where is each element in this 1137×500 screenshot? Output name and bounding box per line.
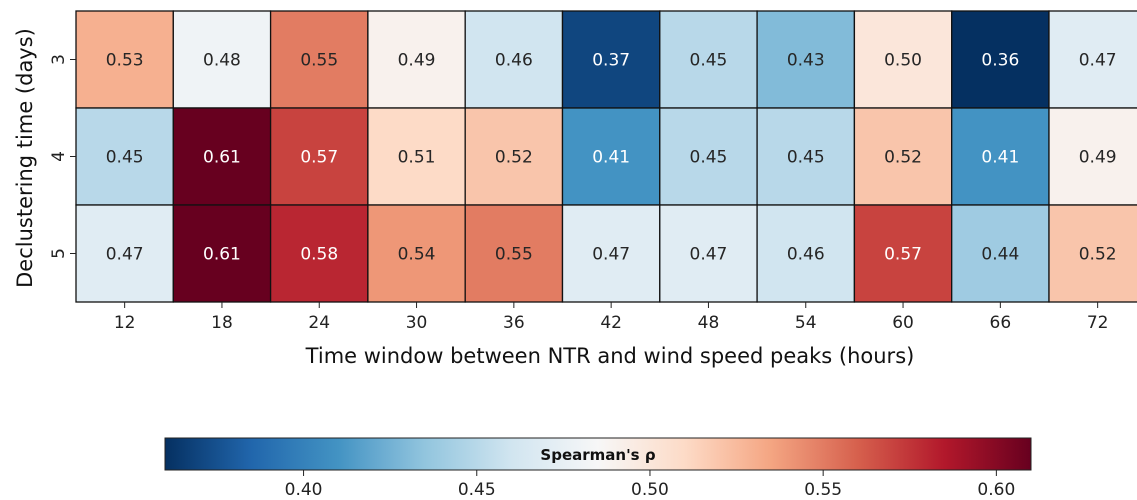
heatmap-cell: [951, 107, 1050, 206]
cell-value-label: 0.45: [106, 148, 144, 168]
x-tick-label: 36: [503, 313, 525, 333]
x-tick-label: 30: [406, 313, 428, 333]
cell-value-label: 0.61: [203, 148, 241, 168]
cell-value-label: 0.46: [787, 245, 825, 265]
cell-value-label: 0.47: [106, 245, 144, 265]
cell-value-label: 0.47: [1079, 51, 1117, 71]
heatmap-cell: [464, 10, 564, 109]
cell-value-label: 0.48: [203, 51, 241, 71]
x-tick-label: 12: [114, 313, 136, 333]
cell-value-label: 0.55: [495, 245, 533, 265]
cell-value-label: 0.37: [592, 51, 630, 71]
cell-value-label: 0.53: [106, 51, 144, 71]
heatmap-cell: [853, 107, 953, 206]
heatmap-cell: [853, 204, 953, 303]
heatmap-cell: [75, 10, 174, 109]
cell-value-label: 0.47: [592, 245, 630, 265]
cell-value-label: 0.46: [495, 51, 533, 71]
colorbar-ticks: 0.40 0.45 0.50 0.55 0.60: [285, 470, 1015, 500]
cell-value-label: 0.58: [300, 245, 338, 265]
cell-value-label: 0.41: [981, 148, 1019, 168]
heatmap-cell: [367, 10, 466, 109]
cell-value-label: 0.44: [981, 245, 1019, 265]
x-tick-label: 48: [698, 313, 720, 333]
cell-value-label: 0.47: [690, 245, 728, 265]
heatmap-cell: [1048, 10, 1137, 109]
heatmap-cell: [756, 107, 856, 206]
x-tick-label: 24: [308, 313, 330, 333]
heatmap-cell: [561, 10, 661, 109]
heatmap-cell: [269, 10, 369, 109]
cell-value-label: 0.52: [884, 148, 922, 168]
colorbar-tick-label: 0.55: [804, 480, 842, 500]
cell-value-label: 0.45: [690, 51, 728, 71]
heatmap-cell: [659, 204, 758, 303]
x-tick-label: 66: [990, 313, 1012, 333]
cell-value-label: 0.61: [203, 245, 241, 265]
colorbar-tick-label: 0.60: [977, 480, 1015, 500]
cell-value-label: 0.36: [981, 51, 1019, 71]
cell-value-label: 0.52: [495, 148, 533, 168]
x-axis-label: Time window between NTR and wind speed p…: [305, 344, 915, 368]
x-axis-ticks: 12 18 24 30 36 42 48 54 60 66 72: [114, 302, 1109, 333]
heatmap-cells: 0.53 0.48 0.55 0.49 0.46 0.37 0.45 0.43 0.50 0.36…: [75, 10, 1137, 303]
cell-value-label: 0.45: [690, 148, 728, 168]
y-tick-label: 5: [49, 248, 69, 259]
x-tick-label: 72: [1087, 313, 1109, 333]
heatmap-cell: [1048, 107, 1137, 206]
cell-value-label: 0.49: [398, 51, 436, 71]
colorbar-tick-label: 0.50: [631, 480, 669, 500]
y-axis-ticks: 3 4 5: [49, 54, 76, 259]
heatmap-cell: [464, 204, 564, 303]
heatmap-cell: [951, 10, 1050, 109]
heatmap-cell: [756, 10, 856, 109]
colorbar-tick-label: 0.40: [285, 480, 323, 500]
heatmap-cell: [561, 204, 661, 303]
heatmap-cell: [172, 107, 272, 206]
heatmap-cell: [172, 10, 272, 109]
cell-value-label: 0.57: [300, 148, 338, 168]
cell-value-label: 0.51: [398, 148, 436, 168]
y-axis-label: Declustering time (days): [13, 28, 37, 288]
cell-value-label: 0.57: [884, 245, 922, 265]
heatmap-cell: [75, 204, 174, 303]
cell-value-label: 0.55: [300, 51, 338, 71]
x-tick-label: 18: [211, 313, 233, 333]
colorbar-gradient: [164, 437, 1032, 471]
cell-value-label: 0.43: [787, 51, 825, 71]
colorbar-tick-label: 0.45: [458, 480, 496, 500]
x-tick-label: 42: [600, 313, 622, 333]
cell-value-label: 0.45: [787, 148, 825, 168]
y-tick-label: 3: [49, 54, 69, 65]
cell-value-label: 0.54: [398, 245, 436, 265]
y-tick-label: 4: [49, 151, 69, 162]
cell-value-label: 0.52: [1079, 245, 1117, 265]
colorbar-label: Spearman's ρ: [540, 446, 655, 464]
x-tick-label: 54: [795, 313, 817, 333]
heatmap-cell: [367, 107, 466, 206]
colorbar: Spearman's ρ 0.40 0.45 0.50 0.55 0.60: [164, 437, 1032, 500]
cell-value-label: 0.49: [1079, 148, 1117, 168]
cell-value-label: 0.50: [884, 51, 922, 71]
heatmap-cell: [269, 204, 369, 303]
cell-value-label: 0.41: [592, 148, 630, 168]
x-tick-label: 60: [892, 313, 914, 333]
